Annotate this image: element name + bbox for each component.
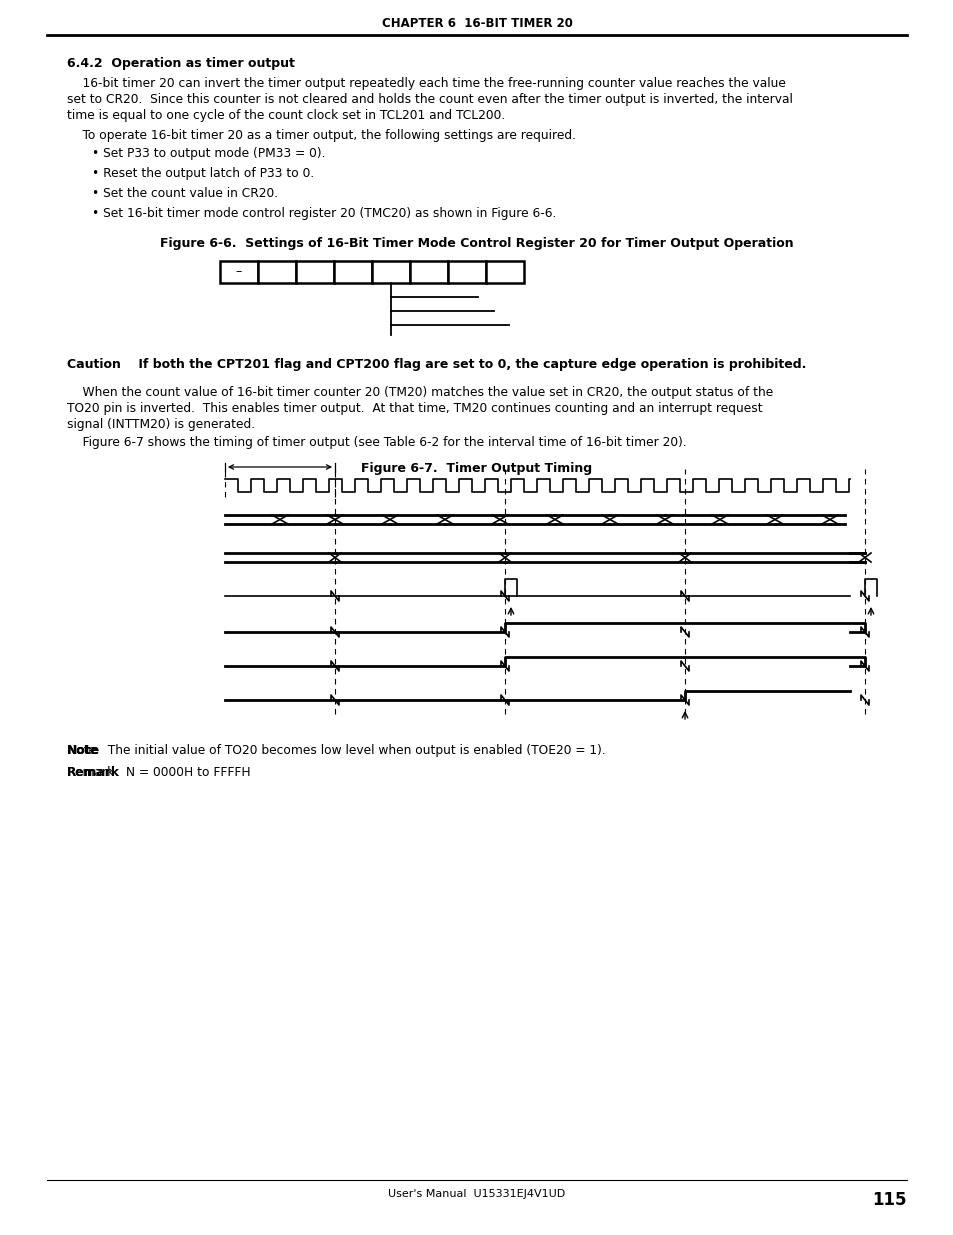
Text: When the count value of 16-bit timer counter 20 (TM20) matches the value set in : When the count value of 16-bit timer cou… [67,387,773,399]
Text: Note   The initial value of TO20 becomes low level when output is enabled (TOE20: Note The initial value of TO20 becomes l… [67,743,605,757]
Bar [372,261,410,283]
Text: Remark   N = 0000H to FFFFH: Remark N = 0000H to FFFFH [67,766,251,779]
Text: • Set P33 to output mode (PM33 = 0).: • Set P33 to output mode (PM33 = 0). [91,147,325,161]
Bar [295,261,334,283]
Text: • Set 16-bit timer mode control register 20 (TMC20) as shown in Figure 6-6.: • Set 16-bit timer mode control register… [91,207,556,220]
Text: • Set the count value in CR20.: • Set the count value in CR20. [91,186,278,200]
Text: • Reset the output latch of P33 to 0.: • Reset the output latch of P33 to 0. [91,167,314,180]
Text: Remark: Remark [67,766,120,779]
Bar [410,261,448,283]
Bar [485,261,523,283]
Text: User's Manual  U15331EJ4V1UD: User's Manual U15331EJ4V1UD [388,1189,565,1199]
Text: time is equal to one cycle of the count clock set in TCL201 and TCL200.: time is equal to one cycle of the count … [67,109,505,122]
Text: Figure 6-7 shows the timing of timer output (see Table 6-2 for the interval time: Figure 6-7 shows the timing of timer out… [67,436,686,450]
Bar [334,261,372,283]
Text: 6.4.2  Operation as timer output: 6.4.2 Operation as timer output [67,57,294,70]
Text: 16-bit timer 20 can invert the timer output repeatedly each time the free-runnin: 16-bit timer 20 can invert the timer out… [67,77,785,90]
Text: Caution    If both the CPT201 flag and CPT200 flag are set to 0, the capture edg: Caution If both the CPT201 flag and CPT2… [67,358,805,370]
Text: Figure 6-7.  Timer Output Timing: Figure 6-7. Timer Output Timing [361,462,592,475]
Text: set to CR20.  Since this counter is not cleared and holds the count even after t: set to CR20. Since this counter is not c… [67,93,792,106]
Bar [257,261,295,283]
Text: 115: 115 [872,1191,906,1209]
Text: signal (INTTM20) is generated.: signal (INTTM20) is generated. [67,417,254,431]
Text: Figure 6-6.  Settings of 16-Bit Timer Mode Control Register 20 for Timer Output : Figure 6-6. Settings of 16-Bit Timer Mod… [160,237,793,249]
Text: TO20 pin is inverted.  This enables timer output.  At that time, TM20 continues : TO20 pin is inverted. This enables timer… [67,403,761,415]
Text: Note: Note [67,743,100,757]
Bar [448,261,485,283]
Text: CHAPTER 6  16-BIT TIMER 20: CHAPTER 6 16-BIT TIMER 20 [381,17,572,30]
Text: –: – [235,266,242,279]
Text: Note: Note [67,743,100,757]
Text: To operate 16-bit timer 20 as a timer output, the following settings are require: To operate 16-bit timer 20 as a timer ou… [67,128,576,142]
Bar [220,261,257,283]
